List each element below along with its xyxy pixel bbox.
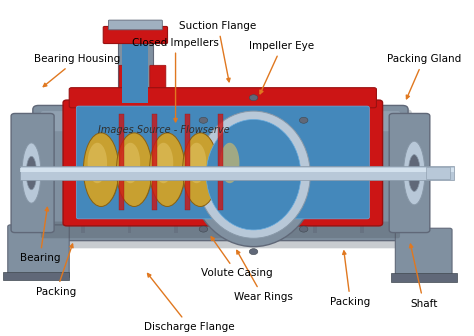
Circle shape — [178, 172, 187, 178]
Circle shape — [199, 226, 208, 232]
FancyBboxPatch shape — [38, 110, 412, 248]
Text: Impeller Eye: Impeller Eye — [249, 41, 314, 94]
FancyBboxPatch shape — [76, 106, 369, 219]
Ellipse shape — [187, 143, 206, 183]
Circle shape — [249, 249, 258, 255]
Bar — [174, 113, 178, 233]
Ellipse shape — [190, 103, 318, 247]
Bar — [19, 166, 455, 180]
Bar — [3, 272, 69, 280]
Ellipse shape — [83, 133, 119, 207]
Ellipse shape — [220, 140, 252, 205]
FancyBboxPatch shape — [63, 100, 383, 226]
Ellipse shape — [117, 133, 152, 207]
Text: Bearing: Bearing — [19, 207, 60, 263]
Circle shape — [249, 95, 258, 101]
Ellipse shape — [154, 140, 186, 205]
Bar — [119, 115, 124, 210]
FancyBboxPatch shape — [395, 228, 452, 279]
Ellipse shape — [220, 143, 239, 183]
Circle shape — [320, 172, 328, 178]
FancyBboxPatch shape — [11, 114, 54, 233]
Ellipse shape — [150, 133, 185, 207]
Bar — [122, 43, 148, 103]
FancyBboxPatch shape — [41, 111, 400, 131]
FancyBboxPatch shape — [69, 88, 376, 108]
Bar — [391, 274, 457, 282]
Bar — [220, 113, 224, 233]
FancyBboxPatch shape — [33, 106, 408, 241]
Circle shape — [300, 117, 308, 123]
Ellipse shape — [206, 120, 301, 230]
Ellipse shape — [154, 143, 173, 183]
Text: Discharge Flange: Discharge Flange — [145, 274, 235, 332]
FancyBboxPatch shape — [41, 221, 400, 238]
Ellipse shape — [88, 143, 107, 183]
Ellipse shape — [216, 133, 251, 207]
Text: Bearing Housing: Bearing Housing — [34, 54, 120, 87]
Text: Packing: Packing — [330, 251, 371, 307]
Ellipse shape — [22, 143, 41, 203]
Bar — [218, 115, 223, 210]
Ellipse shape — [408, 155, 420, 192]
Ellipse shape — [197, 111, 310, 238]
Bar — [128, 113, 131, 233]
Bar — [313, 113, 317, 233]
Text: Packing Gland: Packing Gland — [387, 54, 461, 99]
FancyBboxPatch shape — [119, 65, 135, 100]
Bar — [267, 113, 271, 233]
FancyBboxPatch shape — [8, 225, 69, 279]
Bar — [152, 115, 156, 210]
Circle shape — [300, 226, 308, 232]
Text: Suction Flange: Suction Flange — [180, 21, 257, 82]
FancyBboxPatch shape — [103, 27, 167, 44]
Text: Packing: Packing — [36, 244, 76, 297]
Bar — [185, 115, 190, 210]
Ellipse shape — [88, 140, 119, 205]
Ellipse shape — [182, 133, 218, 207]
FancyBboxPatch shape — [150, 65, 166, 100]
Circle shape — [199, 117, 208, 123]
Ellipse shape — [26, 156, 36, 190]
Text: Shaft: Shaft — [410, 244, 438, 308]
Bar — [81, 113, 85, 233]
FancyBboxPatch shape — [389, 114, 430, 233]
Ellipse shape — [187, 140, 219, 205]
Bar — [426, 167, 450, 179]
FancyBboxPatch shape — [109, 20, 162, 30]
Text: Wear Rings: Wear Rings — [234, 250, 292, 302]
Bar — [19, 168, 455, 172]
Ellipse shape — [120, 140, 153, 205]
Ellipse shape — [121, 143, 140, 183]
Text: Closed Impellers: Closed Impellers — [132, 38, 219, 122]
Text: Volute Casing: Volute Casing — [201, 237, 273, 279]
Bar — [360, 113, 364, 233]
Text: Images Source - Flowserve: Images Source - Flowserve — [98, 125, 229, 134]
Ellipse shape — [403, 141, 425, 205]
Bar — [118, 41, 153, 106]
